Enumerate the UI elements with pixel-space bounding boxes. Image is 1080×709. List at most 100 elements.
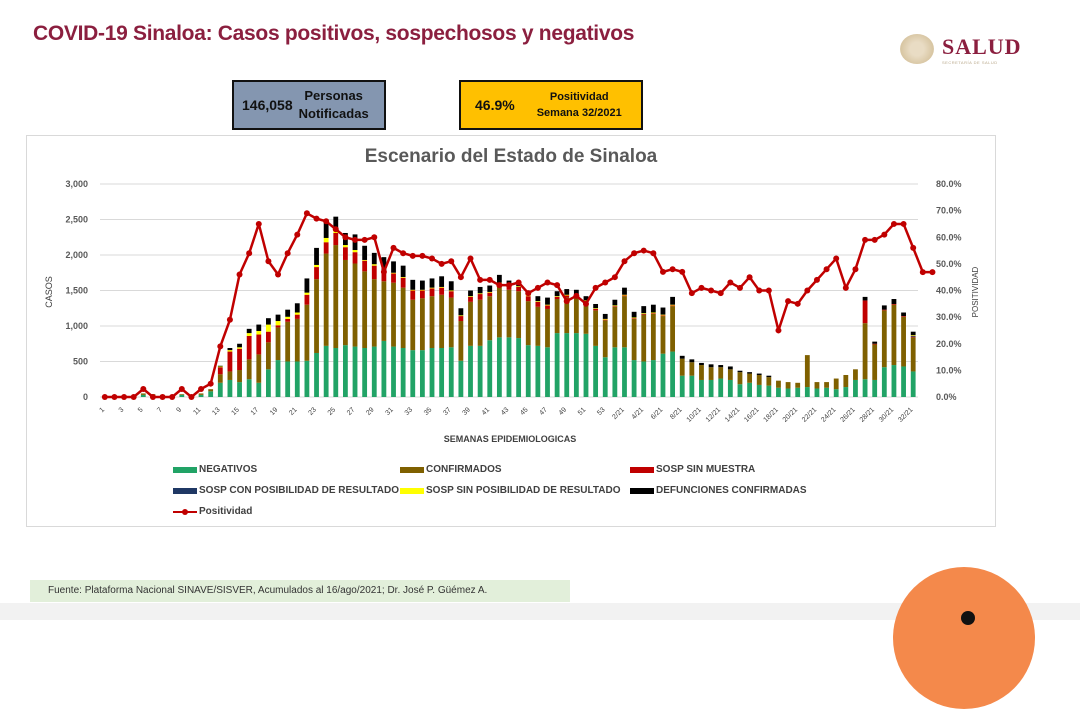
bar-negativos	[593, 345, 599, 397]
bar-confirmados	[256, 354, 262, 383]
positivity-point	[159, 394, 166, 400]
positivity-point	[275, 271, 282, 278]
bar-confirmados	[140, 393, 146, 395]
bar-confirmados	[554, 299, 560, 334]
page-title: COVID-19 Sinaloa: Casos positivos, sospe…	[33, 22, 635, 45]
positivity-point	[621, 258, 628, 265]
bar-defunciones	[285, 309, 291, 317]
bar-negativos	[448, 347, 454, 397]
bar-sosp_sin_muestra	[333, 232, 339, 246]
positivity-point	[438, 260, 445, 267]
bar-sosp_sin_muestra	[641, 313, 647, 315]
bar-defunciones	[881, 305, 887, 310]
bar-sosp_sin_muestra	[670, 305, 676, 307]
bar-stack	[785, 382, 791, 397]
bar-sosp_sin_muestra	[506, 286, 512, 290]
y-tick-label: 2,500	[65, 215, 88, 225]
bar-sosp_sin_posibilidad	[554, 296, 560, 297]
bar-stack	[583, 296, 589, 397]
bar-negativos	[525, 345, 531, 397]
bar-sosp_sin_muestra	[419, 290, 425, 299]
bar-sosp_sin_muestra	[891, 303, 897, 305]
bar-negativos	[785, 388, 791, 397]
bar-sosp_sin_posibilidad	[535, 301, 541, 302]
positivity-kpi-box: 46.9% Positividad Semana 32/2021	[459, 80, 643, 130]
bar-defunciones	[679, 355, 685, 359]
bar-confirmados	[535, 306, 541, 346]
legend-swatch	[630, 466, 654, 473]
bar-defunciones	[304, 278, 310, 293]
positivity-point	[813, 276, 820, 283]
bar-defunciones	[362, 245, 368, 260]
positivity-point	[650, 250, 657, 257]
bar-stack	[727, 366, 733, 397]
bar-defunciones	[872, 341, 878, 344]
bar-stack	[862, 296, 868, 397]
positivity-point	[342, 234, 349, 241]
legend-item-sosp-sin-posibilidad: SOSP SIN POSIBILIDAD DE RESULTADO	[400, 485, 620, 496]
bar-stack	[352, 234, 358, 397]
x-tick-label: 17	[250, 406, 261, 417]
bar-sosp_sin_muestra	[227, 351, 233, 372]
bar-confirmados	[824, 382, 829, 388]
bar-sosp_sin_posibilidad	[285, 316, 291, 319]
legend-label: SOSP SIN POSIBILIDAD DE RESULTADO	[426, 485, 621, 496]
bar-sosp_sin_muestra	[323, 242, 329, 254]
bar-confirmados	[679, 358, 685, 376]
bar-stack	[679, 355, 685, 397]
bar-negativos	[246, 379, 252, 397]
bar-sosp_sin_muestra	[910, 336, 916, 338]
y2-tick-label: 70.0%	[936, 206, 962, 216]
bar-sosp_sin_muestra	[448, 291, 454, 298]
positivity-point	[149, 394, 156, 400]
bar-stack	[641, 306, 647, 397]
x-tick-label: 35	[423, 406, 434, 417]
bar-confirmados	[545, 308, 550, 348]
positivity-point	[169, 394, 176, 400]
legend-label: CONFIRMADOS	[426, 464, 502, 475]
bar-defunciones	[294, 303, 300, 313]
positivity-value: 46.9%	[475, 97, 515, 113]
bar-defunciones	[535, 296, 541, 302]
bar-negativos	[314, 352, 319, 397]
positivity-point	[429, 255, 436, 262]
bar-defunciones	[246, 328, 252, 334]
bar-negativos	[275, 360, 281, 397]
positivity-point	[910, 244, 917, 251]
bar-stack	[853, 369, 858, 397]
bar-negativos	[198, 394, 204, 397]
bar-negativos	[554, 333, 560, 397]
bar-negativos	[901, 366, 906, 397]
bar-stack	[843, 374, 849, 397]
positivity-point	[101, 394, 108, 400]
bar-negativos	[737, 384, 743, 397]
bar-sosp_sin_posibilidad	[294, 312, 300, 315]
x-tick-label: 49	[558, 406, 569, 417]
bar-sosp_sin_posibilidad	[564, 294, 570, 296]
positivity-point	[688, 290, 695, 297]
bar-negativos	[795, 387, 801, 397]
bar-sosp_sin_posibilidad	[477, 293, 483, 295]
bar-confirmados	[266, 342, 271, 370]
bar-defunciones	[891, 299, 897, 304]
bar-defunciones	[602, 313, 608, 319]
x-tick-label: 26/21	[840, 406, 857, 423]
bar-sosp_sin_posibilidad	[362, 259, 368, 261]
stacked-bars	[131, 216, 916, 397]
x-axis-label: SEMANAS EPIDEMIOLOGICAS	[444, 434, 577, 444]
bar-confirmados	[910, 337, 916, 372]
bar-negativos	[535, 345, 541, 397]
bar-defunciones	[910, 331, 916, 336]
bar-stack	[804, 355, 810, 397]
bar-stack	[246, 328, 252, 397]
bar-negativos	[718, 378, 724, 397]
bar-defunciones	[756, 373, 762, 375]
positivity-point	[534, 284, 541, 291]
x-tick-label: 12/21	[705, 406, 722, 423]
bar-confirmados	[756, 374, 762, 385]
bar-confirmados	[795, 382, 801, 388]
bar-sosp_sin_posibilidad	[631, 317, 637, 319]
positivity-point	[746, 274, 753, 281]
x-tick-label: 21	[288, 406, 299, 417]
bar-defunciones	[477, 286, 483, 294]
